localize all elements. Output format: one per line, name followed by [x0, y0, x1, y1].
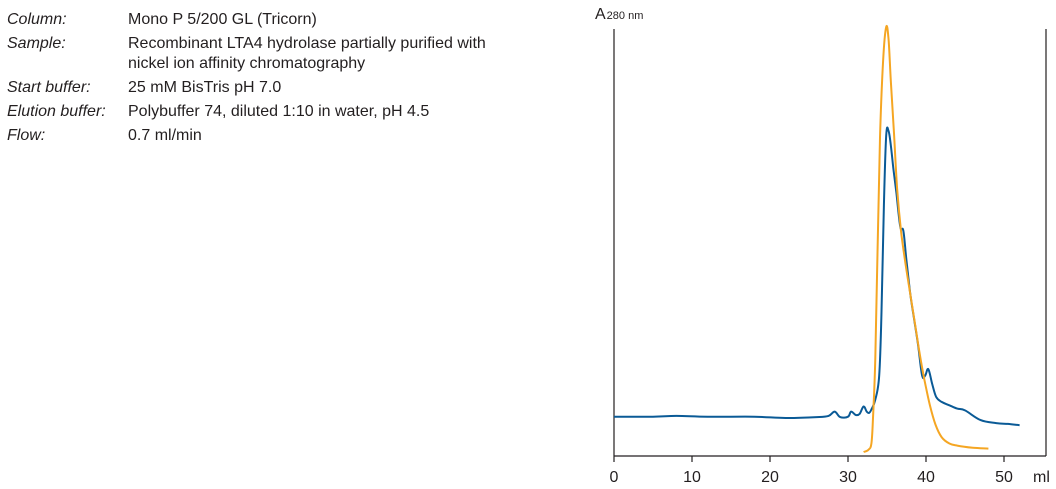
param-row-start-buffer: Start buffer: 25 mM BisTris pH 7.0 [7, 76, 528, 100]
param-value: Recombinant LTA4 hydrolase partially pur… [128, 35, 486, 72]
param-label: Flow: [7, 127, 46, 144]
x-tick-label: 40 [917, 469, 935, 486]
param-row-elution-buffer: Elution buffer: Polybuffer 74, diluted 1… [7, 100, 528, 124]
x-tick-label: 30 [839, 469, 857, 486]
x-axis-label: ml [1033, 469, 1050, 486]
y-axis-label-sub: 280 nm [607, 10, 644, 22]
x-tick-label: 10 [683, 469, 701, 486]
series-group [613, 24, 1020, 453]
param-label: Elution buffer: [7, 103, 106, 120]
param-value: 25 mM BisTris pH 7.0 [128, 79, 282, 96]
x-tick-label: 20 [761, 469, 779, 486]
series-line-blue [613, 126, 1020, 427]
param-row-flow: Flow: 0.7 ml/min [7, 124, 528, 148]
x-tick-label: 0 [610, 469, 619, 486]
y-axis-label: A280 nm [595, 6, 643, 23]
param-value: 0.7 ml/min [128, 127, 202, 144]
param-label: Start buffer: [7, 79, 91, 96]
param-label: Column: [7, 11, 67, 28]
x-ticks: 0 10 20 30 40 50 [610, 456, 1013, 486]
method-parameters: Column: Mono P 5/200 GL (Tricorn) Sample… [7, 8, 528, 148]
y-axis-label-main: A [595, 6, 606, 23]
x-tick-label: 50 [995, 469, 1013, 486]
param-row-column: Column: Mono P 5/200 GL (Tricorn) [7, 8, 528, 32]
param-row-sample: Sample: Recombinant LTA4 hydrolase parti… [7, 34, 528, 74]
param-label: Sample: [7, 35, 66, 52]
param-value: Polybuffer 74, diluted 1:10 in water, pH… [128, 103, 430, 120]
series-line-orange [863, 24, 989, 453]
param-value: Mono P 5/200 GL (Tricorn) [128, 11, 317, 28]
